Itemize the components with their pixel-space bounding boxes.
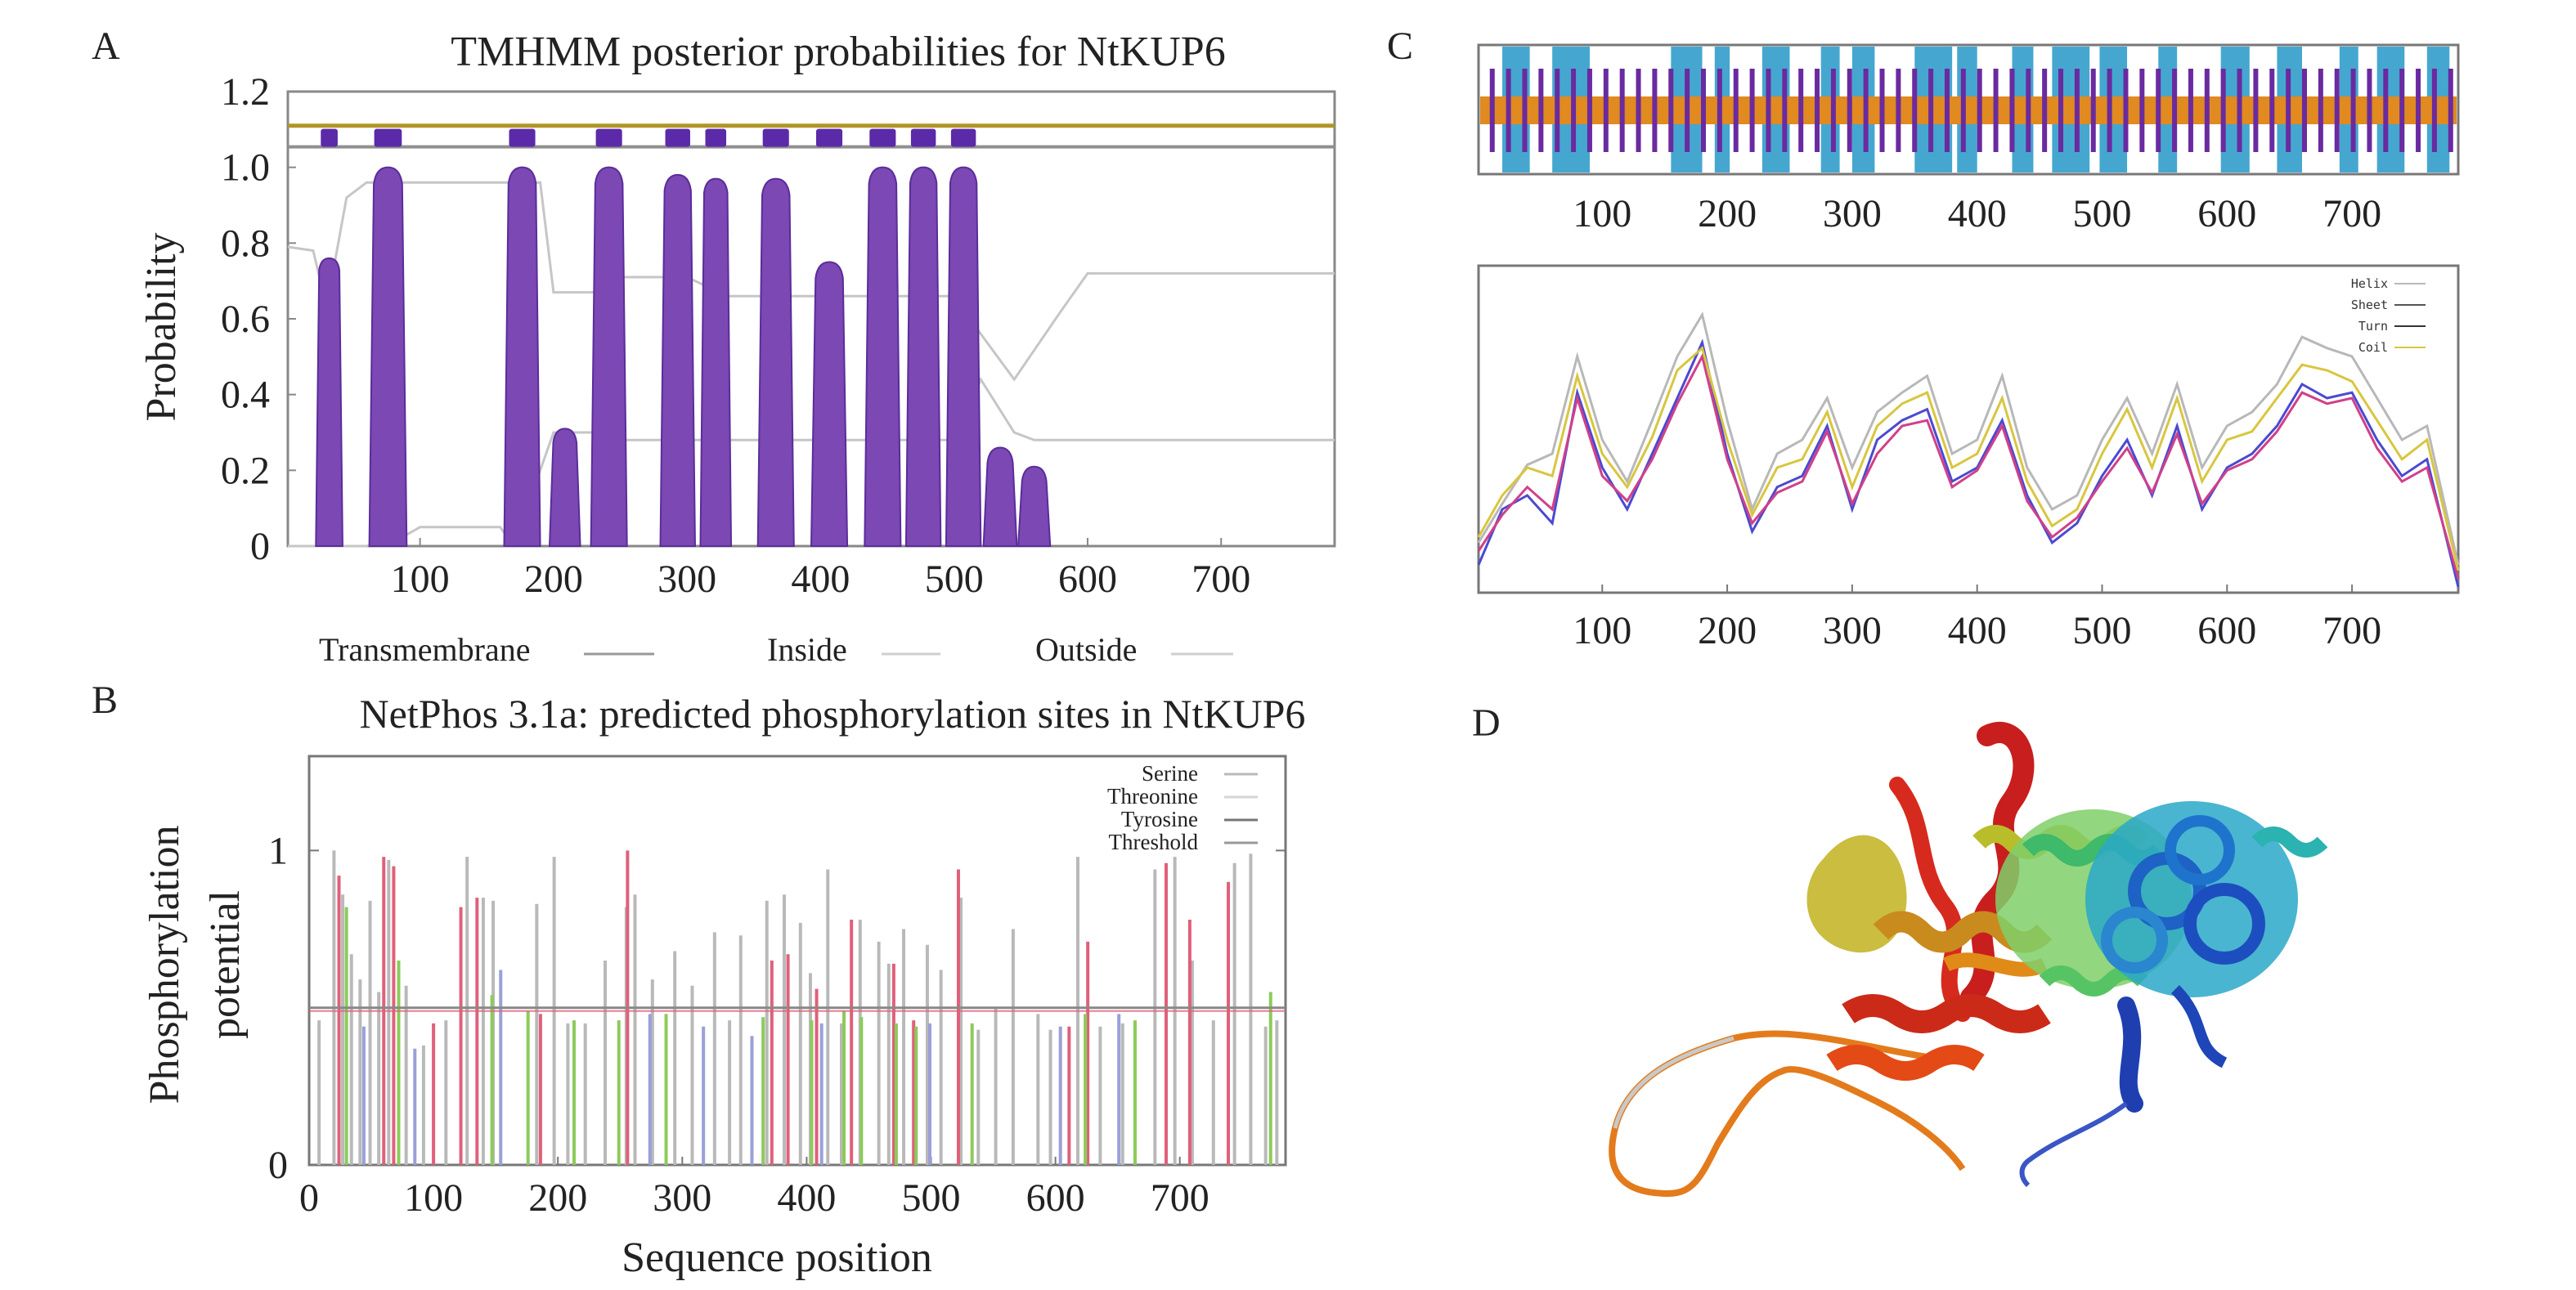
tm-peak <box>548 428 581 547</box>
x-tick-label: 500 <box>925 558 984 601</box>
topology-helix <box>950 128 976 147</box>
y-tick-label: 1.2 <box>221 70 270 114</box>
tm-peak <box>368 166 408 547</box>
y-tick-label: 0.2 <box>221 449 270 492</box>
panel-a-legend: Transmembrane Inside Outside <box>319 631 1233 668</box>
tm-peak <box>904 166 942 547</box>
topology-helix <box>705 128 727 147</box>
tm-peak <box>756 177 795 547</box>
y-tick-label: 0.4 <box>221 374 270 417</box>
tm-peak <box>810 261 849 547</box>
tm-peak <box>590 166 628 547</box>
panel-a-plot: 0 0.2 0.4 0.6 0.8 1.0 1.2 100 200 300 400 500 600 700 <box>221 70 1336 601</box>
x-tick-label: 600 <box>1058 558 1117 601</box>
panel-a-ylabel: Probability <box>138 232 185 421</box>
topology-helix <box>321 128 338 147</box>
topology-helix <box>509 128 536 147</box>
x-tick-label: 400 <box>791 558 850 601</box>
x-tick-label: 700 <box>1192 558 1250 601</box>
topology-helix <box>595 128 622 147</box>
x-tick-label: 300 <box>657 558 716 601</box>
topology-helix <box>910 128 936 147</box>
topology-helix <box>816 128 843 147</box>
topology-helix <box>374 128 402 147</box>
tm-peak <box>945 166 982 547</box>
legend-outside: Outside <box>1035 631 1137 668</box>
tm-peak <box>699 177 733 547</box>
topology-helix <box>665 128 690 147</box>
y-tick-label: 0.8 <box>221 222 270 265</box>
tm-peak <box>503 166 541 547</box>
legend-transmembrane: Transmembrane <box>319 631 530 668</box>
x-tick-label: 100 <box>391 558 450 601</box>
x-tick-label: 200 <box>524 558 583 601</box>
y-tick-label: 0 <box>250 525 270 568</box>
tm-peak <box>1016 465 1052 547</box>
panel-a-title: TMHMM posterior probabilities for NtKUP6 <box>451 29 1225 75</box>
topology-helix <box>762 128 789 147</box>
tm-peak <box>659 173 696 547</box>
y-tick-label: 0.6 <box>221 298 270 341</box>
series-inside <box>287 181 1335 382</box>
tm-peak <box>315 257 343 547</box>
legend-inside: Inside <box>767 631 847 668</box>
tm-peak <box>864 166 902 547</box>
plot-a-frame <box>286 90 1336 548</box>
topology-helix <box>869 128 896 147</box>
panel-a-letter: A <box>92 25 120 68</box>
y-tick-label: 1.0 <box>221 146 270 190</box>
tm-peak <box>982 446 1018 547</box>
